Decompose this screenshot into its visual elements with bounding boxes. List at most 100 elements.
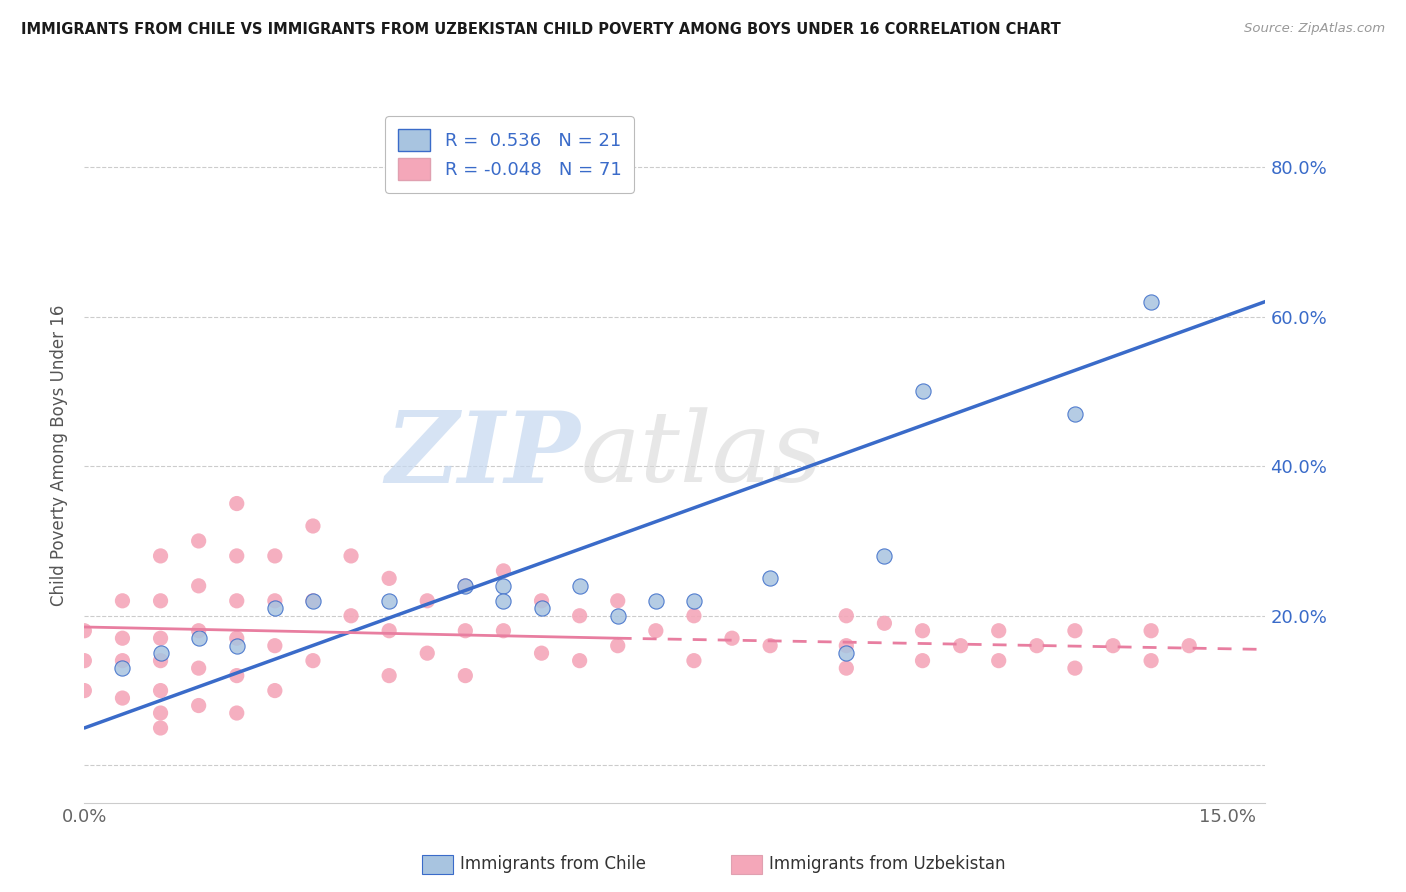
Point xyxy=(454,668,477,682)
Point xyxy=(149,549,172,563)
Point xyxy=(187,631,209,645)
Point xyxy=(225,549,247,563)
Point xyxy=(1140,624,1163,638)
Point xyxy=(568,579,591,593)
Point xyxy=(911,654,934,668)
Point xyxy=(378,624,401,638)
Point xyxy=(683,594,706,608)
Point xyxy=(149,706,172,720)
Point xyxy=(759,639,782,653)
Point xyxy=(1140,294,1163,309)
Point xyxy=(644,594,666,608)
Point xyxy=(683,654,706,668)
Point xyxy=(149,654,172,668)
Point xyxy=(416,646,439,660)
Point xyxy=(378,668,401,682)
Y-axis label: Child Poverty Among Boys Under 16: Child Poverty Among Boys Under 16 xyxy=(51,304,69,606)
Point xyxy=(835,661,858,675)
Point xyxy=(530,646,553,660)
Point xyxy=(835,639,858,653)
Text: atlas: atlas xyxy=(581,408,823,502)
Point xyxy=(1064,407,1087,421)
Point xyxy=(1064,624,1087,638)
Point xyxy=(149,594,172,608)
Point xyxy=(987,624,1010,638)
Point xyxy=(263,601,285,615)
Point xyxy=(378,571,401,585)
Point xyxy=(873,616,896,631)
Point xyxy=(111,654,134,668)
Text: Source: ZipAtlas.com: Source: ZipAtlas.com xyxy=(1244,22,1385,36)
Point xyxy=(492,624,515,638)
Point xyxy=(835,646,858,660)
Point xyxy=(111,661,134,675)
Point xyxy=(1102,639,1125,653)
Point xyxy=(530,601,553,615)
Point xyxy=(568,654,591,668)
Point xyxy=(263,639,285,653)
Point xyxy=(187,579,209,593)
Text: ZIP: ZIP xyxy=(385,407,581,503)
Point xyxy=(568,608,591,623)
Point xyxy=(911,624,934,638)
Point xyxy=(606,639,628,653)
Point xyxy=(644,624,666,638)
Point xyxy=(683,608,706,623)
Point xyxy=(454,624,477,638)
Point xyxy=(73,624,96,638)
Text: Immigrants from Chile: Immigrants from Chile xyxy=(460,855,645,873)
Point xyxy=(73,683,96,698)
Point xyxy=(225,631,247,645)
Point xyxy=(340,608,363,623)
Point xyxy=(1140,654,1163,668)
Point xyxy=(606,594,628,608)
Point xyxy=(149,646,172,660)
Point xyxy=(454,579,477,593)
Point xyxy=(759,571,782,585)
Point xyxy=(149,683,172,698)
Point xyxy=(340,549,363,563)
Point xyxy=(302,519,325,533)
Point xyxy=(263,549,285,563)
Point xyxy=(1178,639,1201,653)
Point xyxy=(111,691,134,706)
Point xyxy=(1064,661,1087,675)
Point xyxy=(263,683,285,698)
Point xyxy=(111,631,134,645)
Point xyxy=(492,564,515,578)
Point xyxy=(225,706,247,720)
Point xyxy=(721,631,744,645)
Point xyxy=(416,594,439,608)
Point xyxy=(225,594,247,608)
Point xyxy=(187,624,209,638)
Point xyxy=(302,594,325,608)
Text: Immigrants from Uzbekistan: Immigrants from Uzbekistan xyxy=(769,855,1005,873)
Point xyxy=(187,661,209,675)
Text: IMMIGRANTS FROM CHILE VS IMMIGRANTS FROM UZBEKISTAN CHILD POVERTY AMONG BOYS UND: IMMIGRANTS FROM CHILE VS IMMIGRANTS FROM… xyxy=(21,22,1062,37)
Point xyxy=(454,579,477,593)
Point xyxy=(987,654,1010,668)
Point xyxy=(225,668,247,682)
Point xyxy=(911,384,934,399)
Point xyxy=(73,654,96,668)
Point xyxy=(530,594,553,608)
Point xyxy=(187,698,209,713)
Point xyxy=(492,594,515,608)
Point xyxy=(949,639,972,653)
Point xyxy=(606,608,628,623)
Point xyxy=(378,594,401,608)
Point xyxy=(492,579,515,593)
Point xyxy=(835,608,858,623)
Point xyxy=(302,594,325,608)
Point xyxy=(1025,639,1047,653)
Point xyxy=(225,639,247,653)
Legend: R =  0.536   N = 21, R = -0.048   N = 71: R = 0.536 N = 21, R = -0.048 N = 71 xyxy=(385,116,634,193)
Point xyxy=(187,533,209,548)
Point xyxy=(302,654,325,668)
Point xyxy=(873,549,896,563)
Point xyxy=(111,594,134,608)
Point xyxy=(149,631,172,645)
Point xyxy=(263,594,285,608)
Point xyxy=(149,721,172,735)
Point xyxy=(225,497,247,511)
